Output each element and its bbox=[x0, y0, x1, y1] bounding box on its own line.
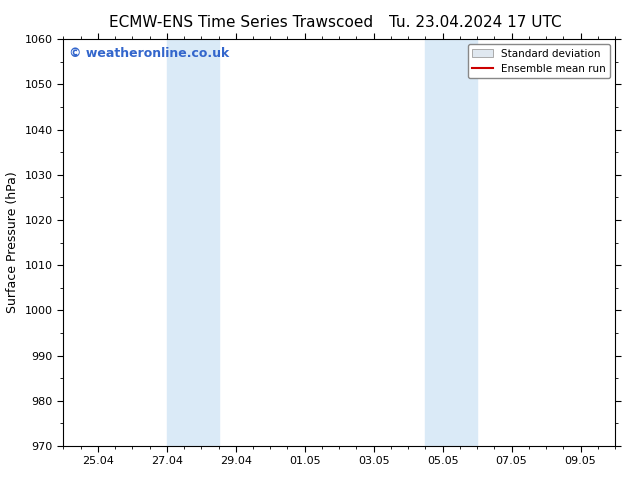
Bar bbox=[167, 39, 219, 446]
Text: © weatheronline.co.uk: © weatheronline.co.uk bbox=[69, 48, 229, 60]
Legend: Standard deviation, Ensemble mean run: Standard deviation, Ensemble mean run bbox=[467, 45, 610, 78]
Y-axis label: Surface Pressure (hPa): Surface Pressure (hPa) bbox=[6, 172, 19, 314]
Text: Tu. 23.04.2024 17 UTC: Tu. 23.04.2024 17 UTC bbox=[389, 15, 562, 30]
Bar bbox=[425, 39, 477, 446]
Text: ECMW-ENS Time Series Trawscoed: ECMW-ENS Time Series Trawscoed bbox=[109, 15, 373, 30]
